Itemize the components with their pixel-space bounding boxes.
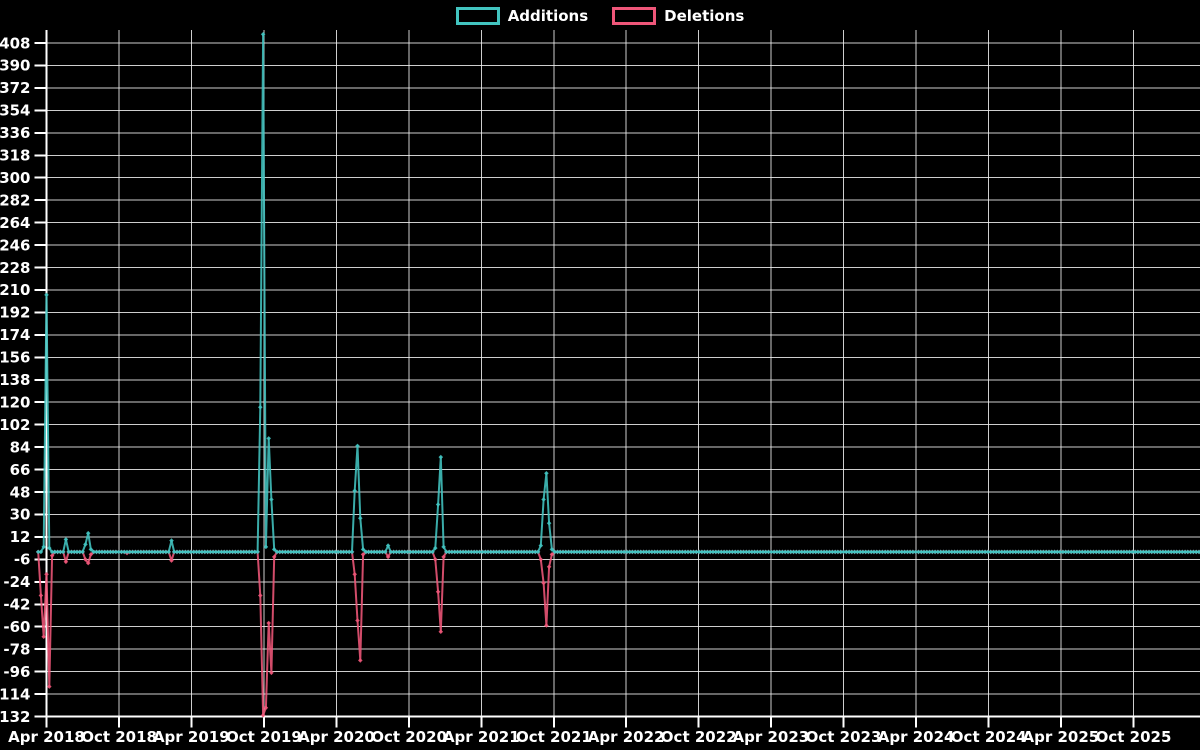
deletions-series-markers	[35, 549, 1200, 718]
x-axis-tick-label: Oct 2023	[806, 728, 882, 746]
deletions-series-line	[37, 550, 1200, 717]
y-axis-tick-label: -6	[14, 551, 31, 569]
additions-swatch-icon	[455, 7, 500, 25]
y-axis-tick-label: 174	[0, 326, 31, 344]
legend-item-deletions: Deletions	[612, 7, 744, 25]
x-axis-tick-label: Oct 2020	[371, 728, 447, 746]
y-axis-tick-label: -60	[3, 618, 30, 636]
y-axis-tick-label: 138	[0, 371, 31, 389]
x-axis-tick-label: Oct 2021	[516, 728, 592, 746]
x-axis-tick-label: Apr 2023	[733, 728, 810, 746]
y-axis-tick-label: -114	[0, 685, 31, 703]
y-axis-tick-label: 300	[0, 169, 31, 187]
y-axis-tick-label: 336	[0, 124, 31, 142]
x-axis-tick-label: Oct 2025	[1096, 728, 1172, 746]
y-axis-tick-label: 156	[0, 349, 31, 367]
x-axis-tick-label: Apr 2024	[878, 728, 955, 746]
x-axis-tick-label: Apr 2022	[588, 728, 665, 746]
x-axis-tick-label: Oct 2024	[951, 728, 1027, 746]
y-axis-tick-label: -24	[3, 573, 30, 591]
y-axis-tick-label: 84	[10, 438, 31, 456]
x-axis-tick-label: Oct 2022	[661, 728, 737, 746]
y-axis-tick-label: 192	[0, 304, 31, 322]
y-axis-tick-label: 408	[0, 34, 31, 52]
x-axis-tick-label: Apr 2019	[153, 728, 230, 746]
y-axis-tick-label: 48	[10, 483, 31, 501]
y-axis-tick-label: 210	[0, 281, 31, 299]
y-axis-tick-label: 228	[0, 259, 31, 277]
y-axis-tick-label: -42	[3, 596, 30, 614]
legend-item-additions: Additions	[455, 6, 589, 25]
y-axis-tick-label: 264	[0, 214, 31, 232]
x-axis-tick-label: Oct 2019	[226, 728, 302, 746]
x-axis-tick-label: Apr 2020	[298, 728, 375, 746]
y-axis-tick-label: 390	[0, 57, 31, 75]
y-axis-tick-label: 372	[0, 79, 31, 97]
y-axis-tick-label: 354	[0, 102, 31, 120]
legend-label-deletions: Deletions	[664, 6, 745, 25]
legend-label-additions: Additions	[507, 6, 589, 25]
y-axis-tick-label: 12	[10, 528, 31, 546]
y-axis-tick-label: 66	[10, 461, 31, 479]
x-axis-tick-label: Apr 2025	[1023, 728, 1100, 746]
y-axis-tick-label: 282	[0, 191, 31, 209]
deletions-swatch-icon	[612, 7, 657, 25]
additions-series-line	[37, 33, 1200, 553]
chart-legend: Additions Deletions	[0, 7, 1200, 25]
y-axis-tick-label: -132	[0, 708, 31, 726]
y-axis-tick-label: 102	[0, 416, 31, 434]
y-axis-tick-label: 318	[0, 147, 31, 165]
y-axis-tick-label: -78	[3, 640, 30, 658]
x-axis-tick-label: Apr 2018	[8, 728, 85, 746]
y-axis-tick-label: -96	[3, 663, 30, 681]
y-axis-tick-label: 120	[0, 393, 31, 411]
y-axis-tick-label: 30	[10, 506, 31, 524]
x-axis-tick-label: Apr 2021	[443, 728, 520, 746]
x-axis-tick-label: Oct 2018	[81, 728, 157, 746]
y-axis-tick-label: 246	[0, 236, 31, 254]
